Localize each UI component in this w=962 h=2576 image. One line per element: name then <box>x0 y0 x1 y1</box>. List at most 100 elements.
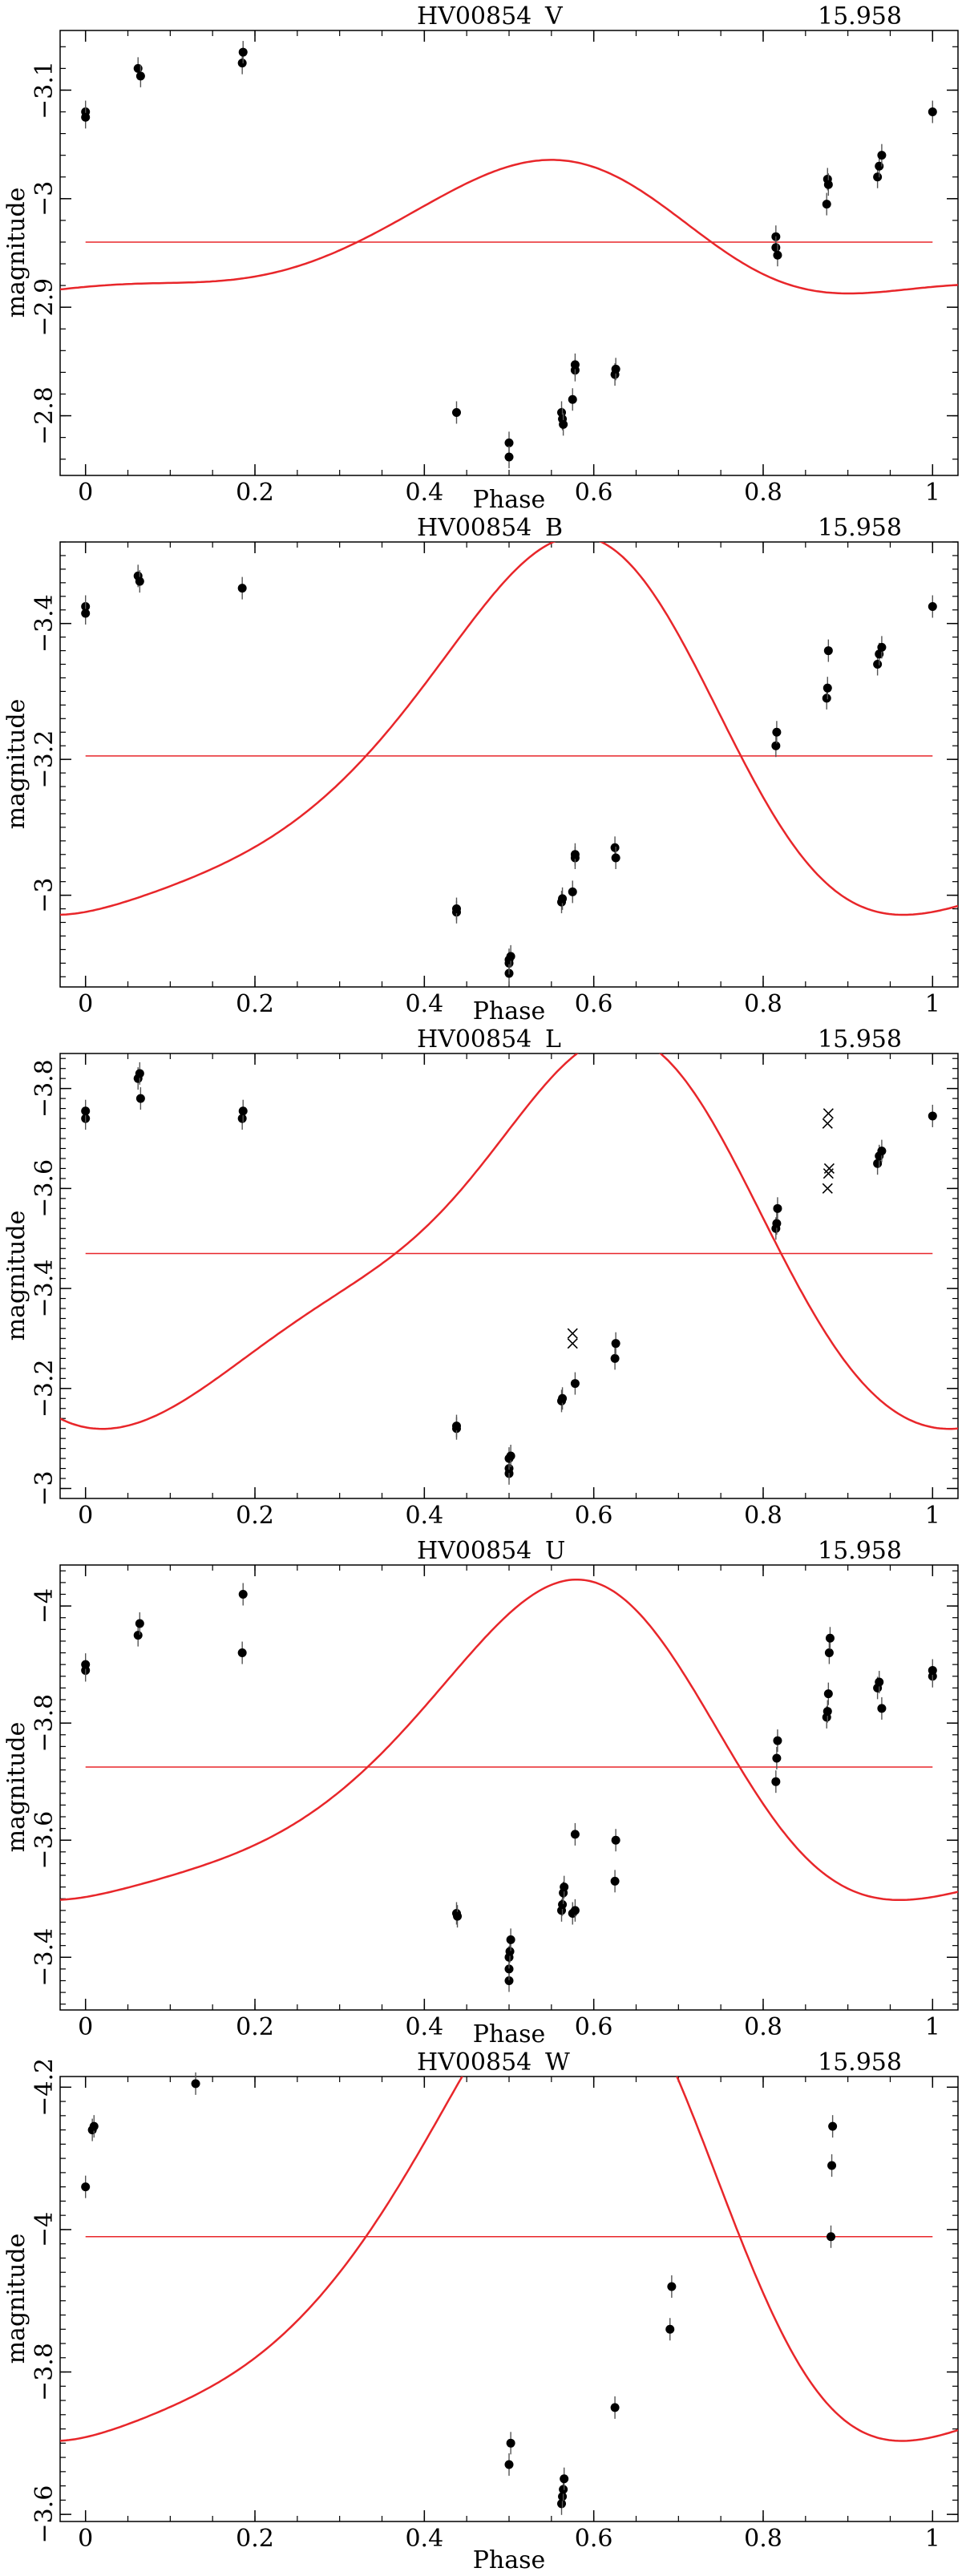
fit-curve <box>60 1578 958 1902</box>
data-point <box>928 107 937 117</box>
y-tick-label: −3 <box>30 181 59 216</box>
x-tick-label: 1 <box>925 1502 940 1530</box>
x-tick-label: 0.8 <box>744 2525 782 2553</box>
x-tick-label: 0.6 <box>575 2525 613 2553</box>
data-point <box>928 1111 937 1121</box>
x-tick-label: 0.6 <box>575 2013 613 2041</box>
data-point <box>827 2232 836 2242</box>
data-point <box>611 1339 620 1349</box>
data-point <box>506 2438 515 2448</box>
data-point <box>559 419 568 429</box>
data-point <box>504 2460 514 2469</box>
panel-title-band: W <box>545 2048 570 2077</box>
data-point <box>570 1830 580 1839</box>
y-tick-label: −3.2 <box>30 730 59 789</box>
y-tick-label: −3 <box>30 877 59 912</box>
data-point <box>505 1947 515 1956</box>
x-tick-label: 0.6 <box>575 479 613 507</box>
data-point <box>611 364 620 374</box>
data-point <box>506 1451 515 1461</box>
y-tick-label: −3.6 <box>30 2485 59 2544</box>
x-tick-label: 0.6 <box>575 990 613 1018</box>
y-axis-label: magnitude <box>2 1211 30 1341</box>
data-point <box>557 2499 567 2509</box>
plot-frame <box>59 30 959 476</box>
panel-v-band: HV00854 V 15.958 magnitude Phase 0 0.2 0.4… <box>2 2 959 514</box>
data-point <box>135 576 144 586</box>
y-tick-label: −2.9 <box>30 278 59 337</box>
y-tick-label: −3.8 <box>30 1694 59 1753</box>
y-tick-label: −4.2 <box>30 2058 59 2117</box>
panel-title-band: U <box>545 1537 565 1565</box>
data-point <box>238 1590 248 1599</box>
x-tick-label: 0 <box>78 479 93 507</box>
y-tick-label: −3.4 <box>30 1260 59 1318</box>
data-point <box>822 694 831 703</box>
data-point <box>877 642 887 652</box>
y-tick-label: −3.6 <box>30 1159 59 1218</box>
data-point <box>504 452 514 462</box>
data-point <box>135 1069 144 1078</box>
data-point <box>823 683 832 693</box>
y-tick-label: −3.1 <box>30 61 59 119</box>
data-point <box>558 894 568 904</box>
x-tick-label: 0.6 <box>575 1502 613 1530</box>
data-point <box>667 2282 677 2291</box>
data-point <box>665 2324 675 2334</box>
panel-title-period: 15.958 <box>818 514 902 542</box>
data-point <box>877 151 887 160</box>
fit-curve <box>60 1053 958 1430</box>
x-tick-label: 0.4 <box>405 2525 443 2553</box>
y-tick-label: −3.8 <box>30 1059 59 1118</box>
data-point <box>191 2079 200 2089</box>
data-point <box>568 887 577 896</box>
data-point <box>135 71 145 81</box>
data-point <box>610 1876 620 1886</box>
rejected-point <box>823 1163 835 1174</box>
panel-title-band: B <box>545 514 563 542</box>
data-point <box>237 59 247 68</box>
data-point <box>560 1882 569 1892</box>
data-point <box>451 1421 461 1431</box>
data-point <box>558 1900 568 1910</box>
panel-title-star: HV00854 <box>417 1537 532 1565</box>
panel-w-band: HV00854 W 15.958 magnitude Phase 0 0.2 0.4… <box>2 2048 959 2574</box>
x-tick-label: 0.2 <box>236 2013 274 2041</box>
data-point <box>611 1835 620 1845</box>
data-point <box>828 2121 838 2131</box>
x-tick-label: 0.2 <box>236 479 274 507</box>
plot-frame <box>59 1053 959 1499</box>
data-point <box>823 646 833 656</box>
data-point <box>451 904 461 914</box>
data-point <box>504 438 514 447</box>
plot-frame <box>59 541 959 988</box>
data-point <box>506 1935 515 1944</box>
y-tick-label: −3 <box>30 1470 59 1506</box>
panel-title-star: HV00854 <box>417 1025 532 1053</box>
panel-title-star: HV00854 <box>417 2 532 30</box>
panel-title-band: V <box>544 2 564 30</box>
panel-title-period: 15.958 <box>818 2 902 30</box>
data-point <box>772 727 782 737</box>
data-point <box>873 1159 883 1168</box>
data-point <box>133 1631 143 1640</box>
panel-b-band: HV00854 B 15.958 magnitude Phase 0 0.2 0.4… <box>2 514 959 1025</box>
data-point <box>81 1106 91 1116</box>
data-point <box>825 1633 835 1643</box>
x-tick-label: 0.2 <box>236 2525 274 2553</box>
x-tick-label: 1 <box>925 479 940 507</box>
y-tick-label: −3.4 <box>30 1928 59 1987</box>
data-point <box>506 952 515 961</box>
x-tick-label: 0.8 <box>744 2013 782 2041</box>
data-point <box>773 1736 782 1745</box>
data-point <box>237 1114 247 1123</box>
data-point <box>81 1660 91 1669</box>
data-point <box>771 1777 781 1786</box>
rejected-point <box>567 1328 578 1339</box>
data-point <box>237 584 247 593</box>
data-point <box>823 1707 832 1717</box>
data-point <box>771 243 781 253</box>
data-point <box>773 250 782 260</box>
panel-title-star: HV00854 <box>417 514 532 542</box>
